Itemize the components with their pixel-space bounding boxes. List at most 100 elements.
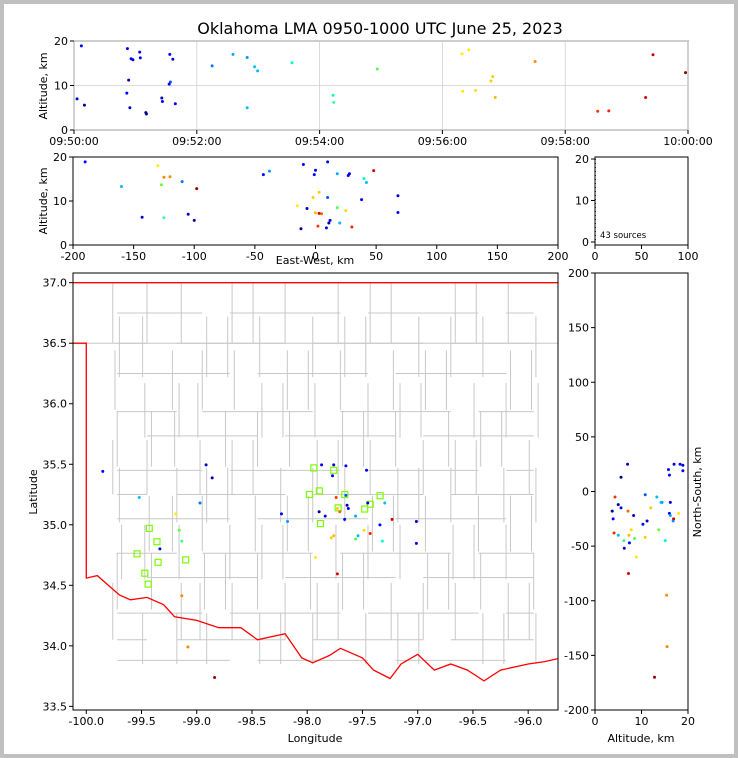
alt-ns-point	[665, 593, 669, 597]
time-altitude-point	[461, 89, 465, 93]
ew-altitude-points	[83, 160, 400, 231]
map-point	[204, 463, 208, 467]
time-altitude-ytick-label: 20	[54, 35, 68, 48]
ew-altitude-point	[344, 209, 348, 213]
alt-ns-point	[613, 495, 617, 499]
time-altitude-point	[125, 91, 129, 95]
time-altitude-point	[75, 97, 79, 101]
map-frame	[72, 272, 559, 711]
ew-altitude-point	[299, 227, 303, 231]
ew-altitude-xtick-label: -100	[182, 250, 207, 263]
map-point	[383, 501, 387, 505]
alt-ns-point	[653, 675, 657, 679]
time-altitude-point	[644, 96, 648, 100]
alt-ns-points	[610, 462, 685, 679]
lma-station-marker	[330, 466, 338, 474]
ew-altitude-point	[192, 218, 196, 222]
ew-altitude-xtick-label: 200	[548, 250, 569, 263]
time-altitude-point	[82, 103, 86, 107]
map-point	[332, 463, 336, 467]
lma-station-marker	[153, 538, 161, 546]
time-altitude-point	[210, 64, 214, 68]
alt-ns-point	[632, 514, 636, 518]
time-altitude-points	[75, 44, 688, 116]
alt-ns-point	[665, 645, 669, 649]
time-altitude-xtick-label: 09:56:00	[418, 135, 467, 148]
map-point	[366, 501, 370, 505]
alt-ns-point	[668, 514, 672, 518]
alt-ns-point	[626, 509, 630, 513]
alt-ns-ytick-label: 100	[568, 376, 589, 389]
alt-ns-point	[672, 462, 676, 466]
histogram-x-ticks: 0 50 100	[592, 245, 699, 263]
time-altitude-point	[489, 79, 493, 83]
map-point	[344, 493, 348, 497]
ew-altitude-point	[360, 198, 364, 202]
map-ytick-label: 35.5	[43, 458, 68, 471]
ew-altitude-point	[301, 162, 305, 166]
ew-altitude-xtick-label: 100	[426, 250, 447, 263]
ew-altitude-point	[314, 168, 317, 172]
histogram-ytick-label: 20	[575, 153, 589, 166]
ew-altitude-point	[83, 160, 87, 164]
alt-ns-point	[622, 546, 626, 550]
alt-ns-point	[616, 533, 620, 537]
map-point	[338, 510, 342, 514]
ew-altitude-point	[295, 204, 299, 208]
time-altitude-point	[533, 59, 537, 63]
alt-ns-point	[643, 535, 647, 539]
ew-altitude-point	[347, 172, 351, 176]
lma-figure: Oklahoma LMA 0950-1000 UTC June 25, 2023…	[27, 19, 713, 745]
ew-altitude-point	[335, 206, 339, 210]
ew-altitude-point	[396, 194, 400, 198]
time-altitude-point	[290, 61, 294, 65]
map-point	[198, 501, 202, 505]
alt-ns-point	[663, 539, 667, 543]
ew-altitude-ytick-label: 0	[60, 239, 67, 252]
map-xtick-label: -98.5	[238, 715, 266, 728]
map-panel: -100.0 -99.5 -99.0 -98.5 -98.0 -97.5 -97.0 -96.…	[27, 272, 559, 745]
ew-altitude-xlabel: East-West, km	[276, 254, 354, 267]
map-point	[186, 645, 190, 649]
alt-ns-point	[668, 500, 672, 504]
map-x-ticks: -100.0 -99.5 -99.0 -98.5 -98.0 -97.5 -97.0 -96.…	[69, 710, 542, 728]
map-ytick-label: 35.0	[43, 519, 68, 532]
alt-ns-x-ticks: 0 10 20	[592, 710, 695, 728]
map-point	[335, 572, 339, 576]
map-ytick-label: 36.5	[43, 337, 68, 350]
time-altitude-point	[684, 71, 688, 75]
histogram-xtick-label: 100	[678, 250, 699, 263]
map-point	[286, 520, 290, 524]
ew-altitude-xtick-label: 0	[312, 250, 319, 263]
lma-station-marker	[316, 519, 325, 528]
time-altitude-point	[167, 82, 171, 86]
alt-ns-point	[610, 509, 614, 513]
map-xtick-label: -97.5	[348, 715, 376, 728]
alt-ns-point	[677, 511, 681, 515]
time-altitude-point	[144, 112, 148, 116]
alt-ns-xtick-label: 20	[681, 715, 695, 728]
alt-ns-point	[619, 475, 623, 479]
time-altitude-point	[131, 58, 135, 62]
lma-station-marker	[305, 490, 314, 499]
alt-ns-ytick-label: -50	[571, 540, 589, 553]
ew-altitude-ytick-label: 10	[53, 195, 67, 208]
map-point	[334, 496, 338, 500]
alt-ns-ytick-label: -150	[564, 649, 589, 662]
ew-altitude-point	[186, 212, 190, 216]
time-altitude-point	[79, 44, 83, 48]
ew-altitude-point	[317, 190, 321, 194]
time-altitude-point	[331, 93, 335, 97]
alt-ns-point	[626, 462, 630, 466]
map-point	[213, 676, 217, 680]
ew-altitude-point	[364, 181, 368, 185]
map-point	[344, 464, 348, 468]
time-altitude-point	[125, 47, 129, 51]
lma-station-marker	[361, 505, 369, 513]
map-point	[354, 514, 358, 518]
map-point	[177, 528, 181, 532]
alt-ns-point	[666, 468, 670, 472]
ew-altitude-point	[328, 218, 332, 222]
time-altitude-point	[467, 48, 471, 52]
ew-altitude-point	[396, 210, 400, 214]
